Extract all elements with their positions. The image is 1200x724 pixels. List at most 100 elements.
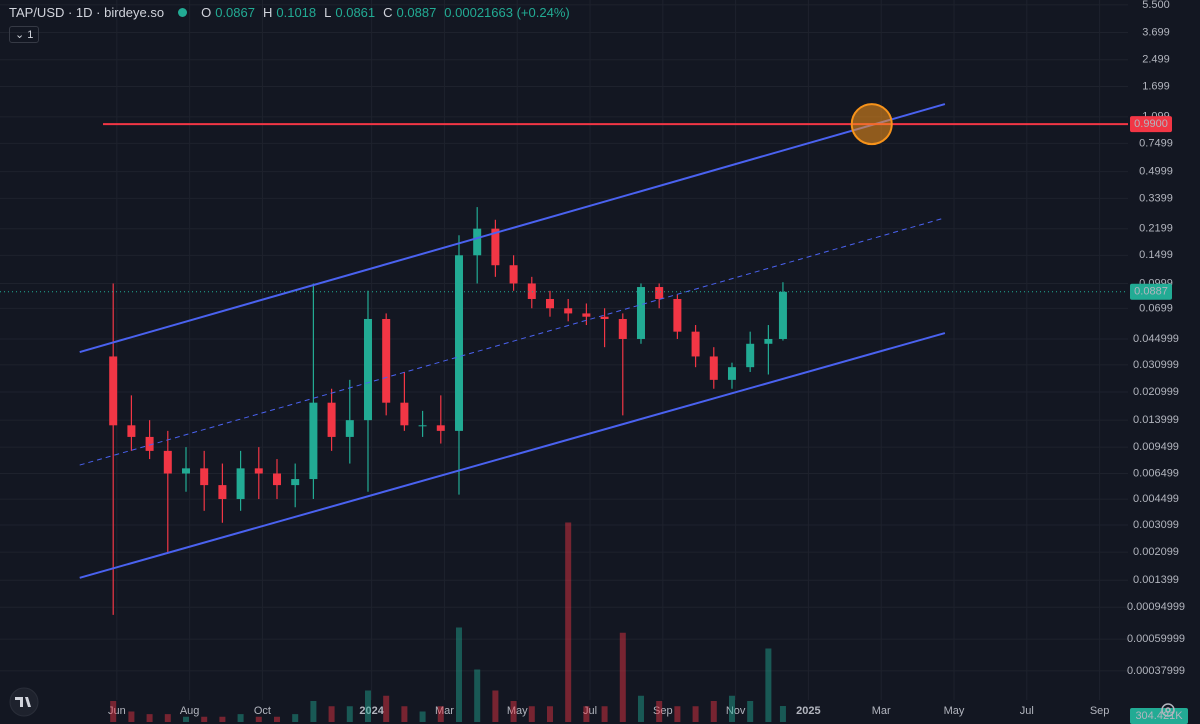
price-label: 0.0887 [1134, 286, 1168, 298]
volume-bar [510, 701, 517, 722]
volume-bar [237, 714, 244, 722]
y-tick-label: 0.044999 [1133, 333, 1179, 345]
y-tick-label: 0.2199 [1139, 223, 1173, 235]
volume-bar [455, 627, 462, 722]
x-tick-label: May [507, 705, 528, 717]
candle-body [454, 255, 463, 431]
candle-body [764, 338, 773, 344]
candle-body [691, 331, 700, 357]
volume-bar [601, 706, 608, 722]
candle-body [163, 450, 172, 474]
price-label-box [1130, 116, 1172, 133]
y-tick-label: 5.500 [1142, 0, 1170, 11]
volume-bar [437, 706, 444, 722]
interval-count: 1 [27, 29, 34, 41]
y-tick-label: 0.001399 [1133, 574, 1179, 586]
ohlc-key: O [201, 5, 212, 20]
candle-body [778, 291, 787, 339]
candle-body [309, 402, 318, 480]
y-tick-label: 0.006499 [1133, 467, 1179, 479]
candle-body [363, 318, 372, 421]
volume-bar [747, 701, 754, 722]
candle-body [527, 283, 536, 299]
ohlc-value: 0.1018 [276, 5, 317, 20]
volume-bar [546, 706, 553, 722]
candle-body [382, 318, 391, 403]
price-label-box [1130, 283, 1172, 300]
ohlc-key: H [262, 5, 273, 20]
candle-body [254, 468, 263, 474]
interval-toggle[interactable]: ⌄ 1 [9, 26, 40, 43]
candle-body [272, 473, 281, 486]
y-tick-label: 0.00094999 [1127, 601, 1185, 613]
x-tick-label: 2024 [359, 705, 384, 717]
y-tick-label: 0.003099 [1133, 519, 1179, 531]
volume-bar [110, 701, 117, 722]
candle-body [418, 425, 427, 427]
x-tick-label: Jun [108, 705, 126, 717]
volume-bar [637, 695, 644, 722]
y-tick-label: 0.013999 [1133, 414, 1179, 426]
volume-bar [728, 695, 735, 722]
volume-bar [292, 714, 299, 722]
candle-body [655, 287, 664, 299]
y-tick-label: 0.002099 [1133, 546, 1179, 558]
candle-body [636, 287, 645, 339]
volume-bar [401, 706, 408, 722]
volume-bar [492, 690, 499, 722]
candle-body [600, 316, 609, 319]
y-tick-label: 1.699 [1142, 80, 1170, 92]
candle-body [291, 479, 300, 486]
x-tick-label: Mar [435, 705, 454, 717]
x-tick-label: Jul [583, 705, 597, 717]
candle-body [109, 356, 118, 426]
candle-body [145, 436, 154, 451]
volume-bar [364, 690, 371, 722]
volume-bar [710, 701, 717, 722]
candle-body [345, 420, 354, 437]
y-tick-label: 3.699 [1142, 26, 1170, 38]
volume-bar [255, 716, 262, 722]
highlight-circle [850, 103, 893, 146]
y-tick-label: 0.020999 [1133, 386, 1179, 398]
candle-body [236, 468, 245, 500]
candle-body [327, 402, 336, 437]
y-tick-label: 0.7499 [1139, 137, 1173, 149]
status-dot [178, 8, 188, 17]
tradingview-logo [9, 687, 39, 717]
volume-bar [219, 716, 226, 722]
candle-body [709, 356, 718, 380]
candle-body [545, 298, 554, 309]
trend-line [79, 103, 946, 353]
y-tick-label: 0.3399 [1139, 192, 1173, 204]
x-tick-label: Nov [726, 705, 746, 717]
x-tick-label: May [944, 705, 965, 717]
trend-line [79, 217, 946, 466]
candle-body [436, 425, 445, 431]
volume-bar [674, 706, 681, 722]
volume-bar [692, 706, 699, 722]
volume-bar [656, 701, 663, 722]
y-tick-label: 0.1499 [1139, 249, 1173, 261]
y-tick-label: 0.00037999 [1127, 665, 1185, 677]
symbol-title: TAP/USD · 1D · birdeye.so [9, 5, 165, 20]
y-tick-label: 0.0699 [1139, 302, 1173, 314]
volume-bar [328, 706, 335, 722]
x-tick-label: Sep [1090, 705, 1110, 717]
ohlc-value: 0.0867 [215, 5, 255, 20]
volume-bar [310, 701, 317, 722]
y-tick-label: 0.009499 [1133, 441, 1179, 453]
volume-bar [164, 714, 171, 722]
x-tick-label: Oct [254, 705, 271, 717]
volume-bar [128, 711, 135, 722]
candle-body [673, 298, 682, 332]
candle-body [491, 228, 500, 266]
x-tick-label: Jul [1020, 705, 1034, 717]
settings-icon[interactable] [1161, 703, 1175, 717]
candle-body [564, 308, 573, 314]
y-tick-label: 0.004499 [1133, 493, 1179, 505]
volume-bar [765, 648, 772, 722]
x-tick-label: Sep [653, 705, 673, 717]
